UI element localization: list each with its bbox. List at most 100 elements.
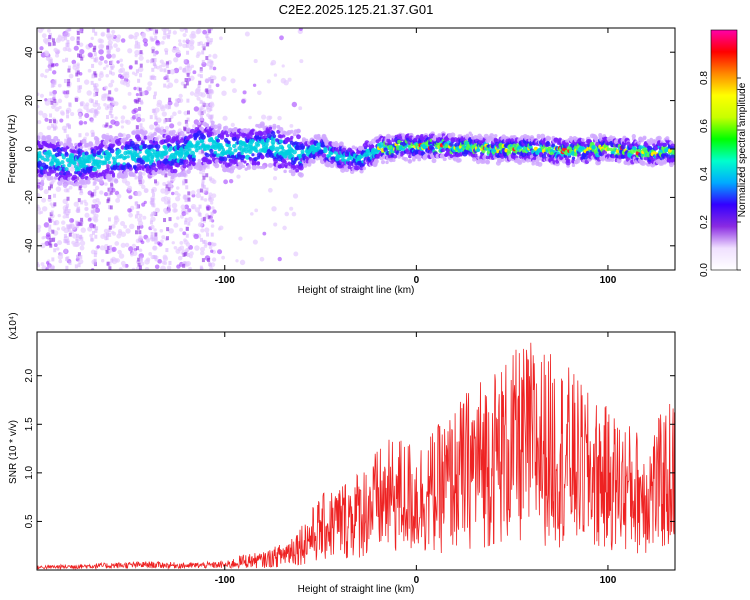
ridge-point: [205, 152, 210, 158]
ridge-point: [564, 141, 570, 147]
noise-point: [106, 53, 112, 59]
ridge-point: [597, 161, 601, 166]
colorbar-label: Normalized spectral amplitude: [737, 82, 748, 217]
snr-frame: [36, 331, 676, 571]
streak-point: [150, 235, 154, 240]
noise-point: [55, 62, 59, 67]
ridge-point: [122, 137, 127, 142]
noise-point: [200, 250, 205, 256]
ridge-point: [109, 148, 115, 154]
ridge-point: [138, 150, 142, 154]
noise-point: [211, 242, 216, 247]
noise-point: [178, 42, 183, 47]
streak-point: [206, 105, 210, 110]
streak-point: [183, 59, 187, 64]
x-tick-label: 0: [414, 275, 420, 286]
ridge-point: [115, 154, 120, 160]
streak-point: [164, 187, 168, 192]
noise-point: [208, 192, 213, 197]
streak-point: [92, 83, 96, 88]
noise-point: [230, 78, 236, 84]
streak-point: [151, 237, 155, 242]
ridge-point: [169, 165, 174, 170]
noise-point: [162, 256, 169, 262]
streak-point: [66, 134, 70, 139]
streak-point: [50, 210, 54, 215]
streak-point: [183, 194, 187, 199]
ridge-point: [52, 148, 57, 153]
streak-point: [53, 79, 57, 84]
ridge-point: [92, 166, 98, 172]
noise-point: [123, 73, 130, 79]
noise-point: [54, 48, 61, 55]
ridge-point: [391, 158, 396, 163]
streak-point: [108, 111, 112, 116]
noise-point: [100, 259, 105, 263]
noise-point: [210, 249, 214, 253]
streak-point: [155, 29, 159, 34]
ridge-point: [643, 156, 648, 161]
ridge-point: [122, 162, 126, 166]
noise-point: [57, 98, 63, 104]
ridge-point: [134, 147, 138, 151]
ridge-point: [566, 158, 571, 163]
ridge-point: [241, 154, 246, 159]
streak-point: [106, 232, 110, 237]
ridge-point: [580, 137, 585, 142]
streak-point: [91, 230, 95, 235]
noise-point: [96, 105, 102, 110]
ridge-point: [209, 148, 214, 154]
ridge-point: [108, 135, 113, 139]
noise-point: [141, 171, 146, 176]
ridge-point: [186, 127, 191, 133]
noise-point: [169, 123, 175, 129]
streak-point: [77, 198, 81, 203]
x-tick-label: 100: [600, 275, 617, 286]
ridge-point: [310, 158, 316, 164]
noise-point: [175, 186, 180, 190]
noise-point: [130, 252, 134, 257]
streak-point: [106, 104, 110, 109]
noise-point: [103, 103, 107, 107]
streak-point: [198, 150, 202, 155]
noise-point: [162, 35, 167, 40]
noise-point: [241, 98, 246, 104]
streak-point: [95, 226, 99, 231]
ridge-point: [216, 138, 221, 143]
streak-point: [210, 79, 214, 84]
ridge-point: [53, 135, 59, 141]
noise-point: [254, 208, 259, 213]
noise-point: [121, 178, 128, 184]
streak-point: [150, 232, 154, 237]
ridge-point: [441, 147, 446, 153]
ridge-point: [196, 142, 200, 146]
streak-point: [201, 50, 205, 55]
streak-point: [106, 28, 110, 33]
streak-point: [199, 265, 203, 270]
streak-point: [68, 103, 72, 108]
noise-point: [101, 93, 106, 99]
noise-point: [260, 114, 267, 120]
noise-point: [69, 218, 75, 223]
noise-point: [37, 28, 43, 34]
noise-point: [221, 255, 226, 260]
ridge-point: [46, 134, 52, 140]
streak-point: [76, 30, 80, 35]
streak-point: [108, 232, 112, 237]
noise-point: [159, 228, 164, 233]
noise-point: [77, 89, 82, 94]
noise-point: [182, 39, 186, 43]
noise-point: [183, 238, 187, 243]
streak-point: [90, 209, 94, 214]
streak-point: [90, 193, 94, 198]
noise-point: [114, 87, 119, 92]
noise-point: [99, 55, 105, 61]
noise-point: [153, 228, 157, 232]
streak-point: [208, 84, 212, 89]
streak-point: [75, 176, 79, 181]
noise-point: [45, 267, 49, 270]
streak-point: [50, 83, 54, 88]
noise-point: [111, 246, 117, 252]
streak-point: [94, 31, 98, 36]
